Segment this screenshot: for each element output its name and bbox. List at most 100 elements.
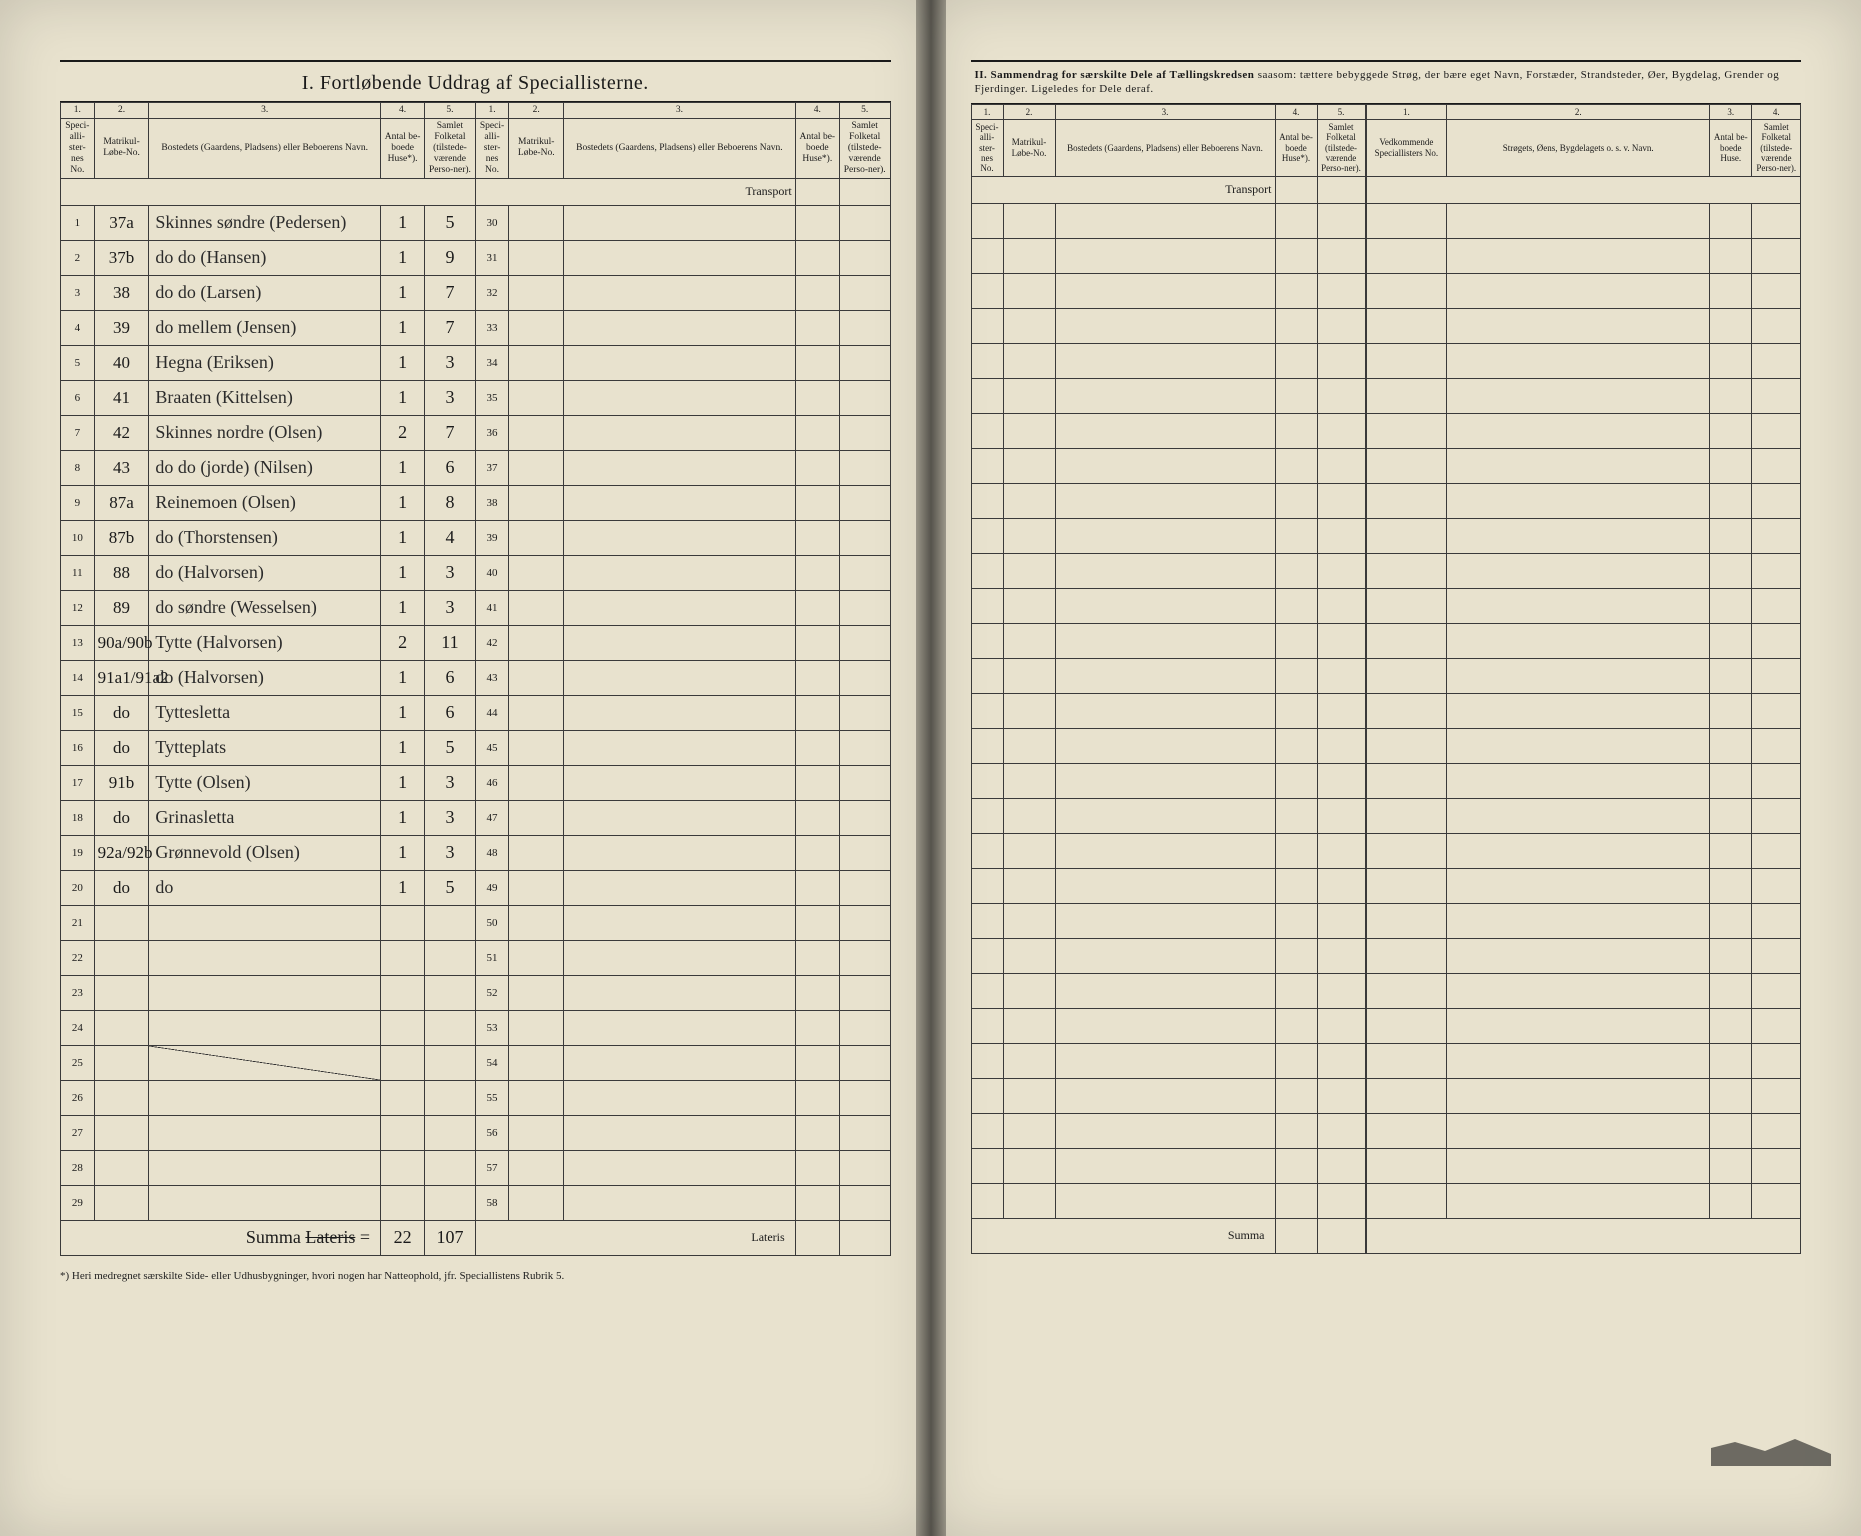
column-header: Matrikul-Løbe-No. xyxy=(1003,119,1055,176)
table-row-empty xyxy=(1366,1008,1801,1043)
column-header: Samlet Folketal (tilstede-værende Perso-… xyxy=(839,118,890,178)
ledger-table-right-b: 1.2.3.4. Vedkommende Speciallisters No.S… xyxy=(1366,104,1802,1254)
table-row-empty xyxy=(971,378,1365,413)
ledger-body-left: Transport 137aSkinnes søndre (Pedersen)1… xyxy=(61,178,891,1255)
column-header: 1. xyxy=(1366,104,1447,119)
ledger-body-right-b xyxy=(1366,176,1801,1253)
table-row: 540Hegna (Eriksen)1334 xyxy=(61,345,891,380)
bosted-name: Grinasletta xyxy=(149,800,381,835)
column-header: Antal be-boede Huse*). xyxy=(795,118,839,178)
matrikul-no: 40 xyxy=(94,345,149,380)
table-row-empty: 2655 xyxy=(61,1080,891,1115)
table-row-empty xyxy=(1366,973,1801,1008)
table-row-empty xyxy=(971,1148,1365,1183)
folketal: 7 xyxy=(425,415,476,450)
folketal: 5 xyxy=(425,730,476,765)
table-row-empty xyxy=(1366,378,1801,413)
row-no: 9 xyxy=(61,485,95,520)
folketal: 11 xyxy=(425,625,476,660)
matrikul-no: do xyxy=(94,870,149,905)
summa-label: Summa Lateris = xyxy=(61,1220,381,1255)
antal-huse: 1 xyxy=(380,660,424,695)
row-no-right: 42 xyxy=(475,625,509,660)
column-header: Matrikul-Løbe-No. xyxy=(509,118,564,178)
matrikul-no: 43 xyxy=(94,450,149,485)
column-header: Samlet Folketal (tilstede-værende Perso-… xyxy=(425,118,476,178)
row-no-right: 30 xyxy=(475,205,509,240)
matrikul-no: 37a xyxy=(94,205,149,240)
matrikul-no: 87b xyxy=(94,520,149,555)
table-row-empty xyxy=(971,1113,1365,1148)
table-row-empty xyxy=(971,1008,1365,1043)
column-header: Speci-alli-ster-nes No. xyxy=(971,119,1003,176)
table-row: 843do do (jorde) (Nilsen)1637 xyxy=(61,450,891,485)
table-row: 742Skinnes nordre (Olsen)2736 xyxy=(61,415,891,450)
bosted-name: Skinnes søndre (Pedersen) xyxy=(149,205,381,240)
table-row: 641Braaten (Kittelsen)1335 xyxy=(61,380,891,415)
transport-label: Transport xyxy=(475,178,795,205)
table-row: 439do mellem (Jensen)1733 xyxy=(61,310,891,345)
antal-huse: 1 xyxy=(380,380,424,415)
row-no-right: 31 xyxy=(475,240,509,275)
bosted-name: do (Halvorsen) xyxy=(149,555,381,590)
bosted-name: Tytteplats xyxy=(149,730,381,765)
row-no-right: 37 xyxy=(475,450,509,485)
column-header: 4. xyxy=(380,103,424,119)
antal-huse: 1 xyxy=(380,485,424,520)
row-no-right: 47 xyxy=(475,800,509,835)
row-no-right: 52 xyxy=(475,975,509,1010)
table-row: 237bdo do (Hansen)1931 xyxy=(61,240,891,275)
column-header: 3. xyxy=(564,103,796,119)
colnum-row-left: 1.2.3.4.5.1.2.3.4.5. xyxy=(61,103,891,119)
table-row: 1791bTytte (Olsen)1346 xyxy=(61,765,891,800)
matrikul-no: do xyxy=(94,800,149,835)
row-no-right: 32 xyxy=(475,275,509,310)
bosted-name: do do (Hansen) xyxy=(149,240,381,275)
row-no: 2 xyxy=(61,240,95,275)
row-no: 17 xyxy=(61,765,95,800)
matrikul-no: 41 xyxy=(94,380,149,415)
matrikul-no: 90a/90b xyxy=(94,625,149,660)
column-header: Vedkommende Speciallisters No. xyxy=(1366,119,1447,176)
column-header: Bostedets (Gaardens, Pladsens) eller Beb… xyxy=(149,118,381,178)
bosted-name: Reinemoen (Olsen) xyxy=(149,485,381,520)
table-row: 1289do søndre (Wesselsen)1341 xyxy=(61,590,891,625)
table-row-empty xyxy=(1366,623,1801,658)
table-row-empty xyxy=(971,728,1365,763)
row-no: 13 xyxy=(61,625,95,660)
row-no-right: 44 xyxy=(475,695,509,730)
table-row-empty xyxy=(1366,483,1801,518)
table-row-empty xyxy=(971,658,1365,693)
row-no: 8 xyxy=(61,450,95,485)
row-no-right: 50 xyxy=(475,905,509,940)
row-no: 16 xyxy=(61,730,95,765)
table-row-empty: 23 52 xyxy=(61,975,891,1010)
book-spine xyxy=(916,0,946,1536)
ledger-table-left: 1.2.3.4.5.1.2.3.4.5. Speci-alli-ster-nes… xyxy=(60,102,891,1256)
table-row-empty xyxy=(971,693,1365,728)
matrikul-no: 42 xyxy=(94,415,149,450)
title-right-bold: II. Sammendrag for særskilte Dele af Tæl… xyxy=(975,69,1255,81)
antal-huse: 2 xyxy=(380,625,424,660)
table-row-empty xyxy=(971,798,1365,833)
antal-huse: 1 xyxy=(380,205,424,240)
summa-spacer xyxy=(1366,1218,1801,1253)
table-row-empty xyxy=(1366,833,1801,868)
sum-folketal: 107 xyxy=(425,1220,476,1255)
row-no: 11 xyxy=(61,555,95,590)
row-no-right: 40 xyxy=(475,555,509,590)
antal-huse: 1 xyxy=(380,520,424,555)
row-no: 23 xyxy=(61,975,95,1010)
folketal: 3 xyxy=(425,590,476,625)
folketal: 7 xyxy=(425,310,476,345)
table-row-empty xyxy=(1366,1148,1801,1183)
table-row-empty xyxy=(971,448,1365,483)
table-row-empty xyxy=(971,938,1365,973)
row-no: 18 xyxy=(61,800,95,835)
table-row-empty xyxy=(971,273,1365,308)
folketal: 6 xyxy=(425,450,476,485)
table-row-empty xyxy=(1366,798,1801,833)
table-row-empty: 2756 xyxy=(61,1115,891,1150)
row-no: 28 xyxy=(61,1150,95,1185)
table-row: 20dodo1549 xyxy=(61,870,891,905)
